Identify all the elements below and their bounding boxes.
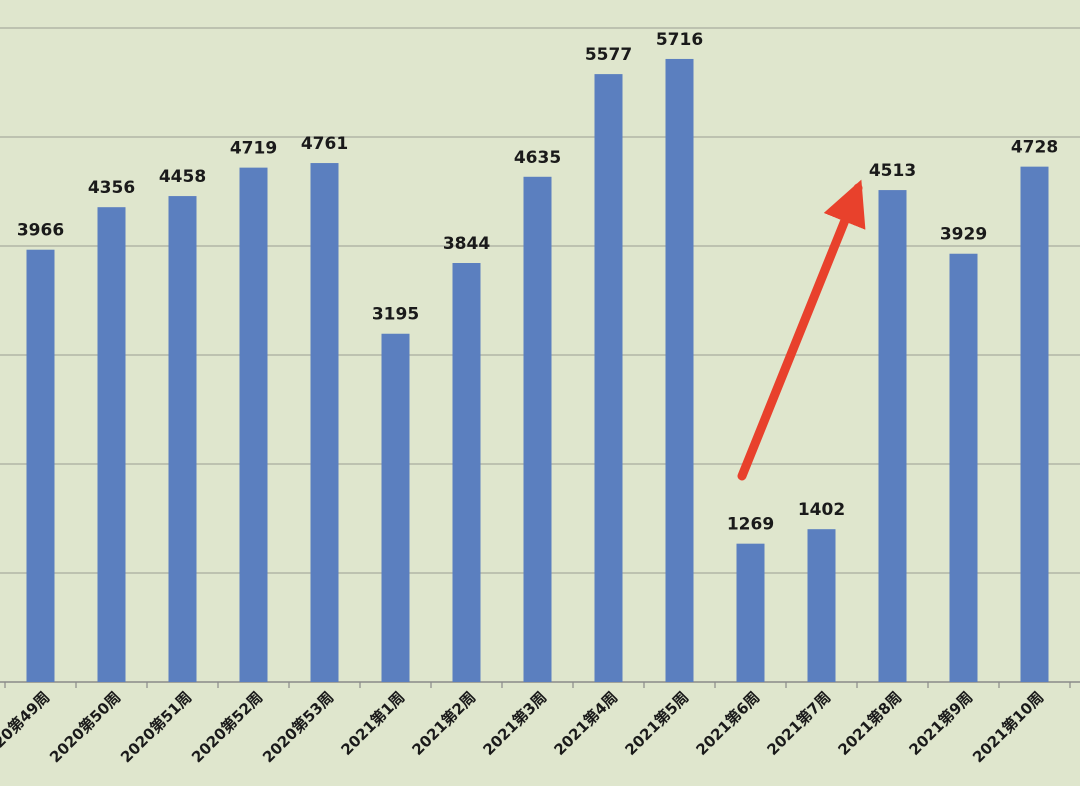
x-tick-label: 2021第5周	[621, 688, 692, 759]
value-label: 3966	[17, 221, 64, 241]
bar	[1020, 166, 1049, 682]
x-tick-label: 2020第53周	[259, 688, 337, 766]
x-tick-label: 2021第9周	[905, 688, 976, 759]
x-tick-label: 2020第51周	[117, 688, 195, 766]
value-label: 4635	[514, 148, 561, 168]
bar	[97, 207, 126, 683]
value-label: 1269	[727, 515, 774, 535]
bar	[523, 176, 552, 682]
bar	[26, 249, 55, 682]
bar	[310, 163, 339, 682]
bar	[239, 167, 268, 682]
bar	[736, 543, 765, 682]
bar	[807, 529, 836, 682]
value-label: 4719	[230, 139, 277, 159]
x-tick-label: 2021第2周	[408, 688, 479, 759]
value-label: 4458	[159, 167, 206, 187]
bar	[452, 263, 481, 682]
x-tick-label: 2021第8周	[834, 688, 905, 759]
x-tick-label: 2020第52周	[188, 688, 266, 766]
bar	[665, 58, 694, 683]
value-label: 4728	[1011, 138, 1058, 158]
value-label: 1402	[798, 500, 845, 520]
annotation-arrow	[737, 179, 866, 481]
x-tick-label: 2021第1周	[337, 688, 408, 759]
bar	[878, 190, 907, 682]
value-label: 5716	[656, 30, 703, 50]
x-tick-label: 2020第49周	[0, 688, 53, 766]
x-tick-label: 2021第3周	[479, 688, 550, 759]
bar	[594, 74, 623, 683]
x-tick-label: 2021第7周	[763, 688, 834, 759]
bar	[168, 196, 197, 682]
value-label: 5577	[585, 45, 632, 65]
x-tick-label: 2021第6周	[692, 688, 763, 759]
value-label: 3195	[372, 305, 419, 325]
value-label: 3844	[443, 234, 490, 254]
bar	[949, 253, 978, 682]
x-tick-label: 2021第4周	[550, 688, 621, 759]
x-tick-label: 2020第50周	[46, 688, 124, 766]
value-label: 4513	[869, 161, 916, 181]
value-label: 4356	[88, 178, 135, 198]
value-label: 4761	[301, 134, 348, 154]
bar	[381, 333, 410, 682]
value-label: 3929	[940, 225, 987, 245]
x-tick-label: 2021第10周	[969, 688, 1047, 766]
